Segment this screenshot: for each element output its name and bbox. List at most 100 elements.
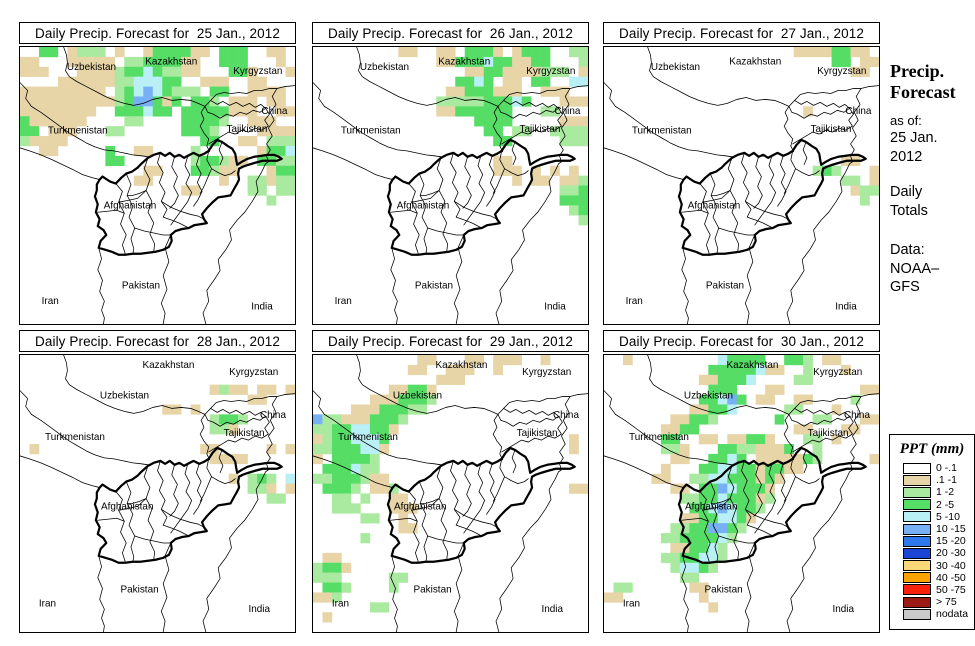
country-label-turkmenistan: Turkmenistan — [341, 125, 401, 136]
legend-label: 0 -.1 — [936, 462, 958, 475]
forecast-panel-4: Daily Precip. Forecast for 28 Jan., 2012… — [19, 330, 296, 635]
afghanistan-border — [93, 138, 283, 256]
country-label-iran: Iran — [42, 296, 59, 307]
precip-cells-layer — [398, 47, 588, 226]
country-label-china: China — [553, 410, 579, 421]
panel-title: Daily Precip. Forecast for 25 Jan., 2012 — [19, 22, 296, 44]
country-label-kyrgyzstan: Kyrgyzstan — [526, 66, 575, 77]
country-label-uzbekistan: Uzbekistan — [67, 62, 116, 73]
legend-swatch — [903, 535, 931, 547]
sidebar-totals-line1: Daily — [890, 184, 923, 200]
legend-swatch — [903, 584, 931, 596]
country-label-kyrgyzstan: Kyrgyzstan — [813, 367, 862, 378]
forecast-map-canvas: Kazakhstan Kyrgyzstan Uzbekistan China Turkm… — [604, 355, 879, 632]
country-label-tajikistan: Tajikistan — [226, 124, 267, 135]
sidebar-caption: Precip. Forecast as of: 25 Jan. 2012 Dai… — [890, 61, 974, 297]
country-borders — [20, 47, 295, 324]
legend-label: 10 -15 — [936, 523, 966, 536]
country-label-iran: Iran — [335, 296, 352, 307]
country-label-pakistan: Pakistan — [122, 281, 160, 292]
country-label-kyrgyzstan: Kyrgyzstan — [522, 367, 571, 378]
sidebar-date-line2: 2012 — [890, 148, 923, 165]
legend: PPT (mm) 0 -.1.1 -1 1 -2 2 -5 5 -10 10 -15 15… — [889, 434, 975, 630]
country-label-uzbekistan: Uzbekistan — [100, 390, 149, 401]
country-borders — [604, 47, 879, 324]
country-labels: Uzbekistan Kazakhstan Kyrgyzstan China Turkm… — [42, 56, 288, 312]
legend-label: .1 -1 — [936, 474, 958, 487]
legend-item-3: 2 -5 — [890, 499, 974, 511]
country-label-afghanistan: Afghanistan — [685, 501, 738, 512]
forecast-panel-2: Daily Precip. Forecast for 26 Jan., 2012… — [312, 22, 589, 327]
sidebar-asof-label: as of: — [890, 113, 922, 128]
afghanistan-border — [386, 138, 576, 256]
panel-title-text: Daily Precip. Forecast for 26 Jan., 2012 — [328, 25, 573, 41]
country-label-china: China — [554, 106, 580, 117]
legend-item-10: 50 -75 — [890, 584, 974, 596]
country-label-pakistan: Pakistan — [706, 281, 744, 292]
legend-swatch — [903, 560, 931, 572]
country-label-afghanistan: Afghanistan — [101, 501, 154, 512]
country-label-turkmenistan: Turkmenistan — [629, 432, 689, 443]
country-label-afghanistan: Afghanistan — [397, 200, 450, 211]
country-label-india: India — [541, 604, 563, 615]
country-label-iran: Iran — [623, 598, 640, 609]
country-label-kazakhstan: Kazakhstan — [145, 56, 197, 67]
country-label-tajikistan: Tajikistan — [517, 428, 558, 439]
legend-swatch — [903, 596, 931, 608]
country-borders — [313, 47, 588, 324]
sidebar-title-line2: Forecast — [890, 82, 956, 102]
legend-title: PPT (mm) — [899, 441, 965, 457]
forecast-map-canvas: Uzbekistan Kazakhstan Kyrgyzstan China Turkm… — [20, 47, 295, 324]
afghanistan-border — [386, 446, 576, 564]
legend-label: nodata — [936, 608, 969, 621]
panel-title: Daily Precip. Forecast for 30 Jan., 2012 — [603, 330, 880, 352]
country-label-kazakhstan: Kazakhstan — [729, 56, 781, 67]
panel-title-text: Daily Precip. Forecast for 29 Jan., 2012 — [328, 333, 573, 349]
panel-title: Daily Precip. Forecast for 27 Jan., 2012 — [603, 22, 880, 44]
precip-cells-layer — [604, 355, 879, 613]
country-label-afghanistan: Afghanistan — [688, 200, 741, 211]
panel-title: Daily Precip. Forecast for 28 Jan., 2012 — [19, 330, 296, 352]
forecast-map: Uzbekistan Kazakhstan Kyrgyzstan China Turkm… — [603, 46, 880, 325]
panel-title: Daily Precip. Forecast for 26 Jan., 2012 — [312, 22, 589, 44]
forecast-panel-5: Daily Precip. Forecast for 29 Jan., 2012… — [312, 330, 589, 635]
forecast-map: Kazakhstan Kyrgyzstan Uzbekistan China Turkm… — [312, 354, 589, 633]
country-labels: Kazakhstan Kyrgyzstan Uzbekistan China Turkm… — [39, 360, 286, 615]
legend-item-8: 30 -40 — [890, 560, 974, 572]
legend-swatch — [903, 523, 931, 535]
country-label-pakistan: Pakistan — [121, 584, 159, 595]
country-label-pakistan: Pakistan — [705, 584, 743, 595]
sidebar-data-line2: GFS — [890, 279, 920, 295]
country-label-pakistan: Pakistan — [414, 584, 452, 595]
legend-label: 15 -20 — [936, 535, 966, 548]
country-borders — [20, 355, 295, 632]
legend-item-5: 10 -15 — [890, 523, 974, 535]
country-label-turkmenistan: Turkmenistan — [45, 432, 105, 443]
legend-item-11: > 75 — [890, 596, 974, 608]
country-label-turkmenistan: Turkmenistan — [48, 125, 108, 136]
forecast-map: Kazakhstan Kyrgyzstan Uzbekistan China Turkm… — [19, 354, 296, 633]
legend-swatch — [903, 608, 931, 620]
precip-cells-layer — [793, 47, 879, 206]
legend-swatch — [903, 511, 931, 523]
forecast-map: Uzbekistan Kazakhstan Kyrgyzstan China Turkm… — [312, 46, 589, 325]
country-label-kyrgyzstan: Kyrgyzstan — [817, 66, 866, 77]
country-label-tajikistan: Tajikistan — [519, 124, 560, 135]
country-label-tajikistan: Tajikistan — [224, 428, 265, 439]
country-label-india: India — [251, 301, 273, 312]
country-label-uzbekistan: Uzbekistan — [393, 390, 442, 401]
forecast-map: Uzbekistan Kazakhstan Kyrgyzstan China Turkm… — [19, 46, 296, 325]
legend-label: 5 -10 — [936, 510, 960, 523]
country-label-afghanistan: Afghanistan — [394, 501, 447, 512]
legend-swatch — [903, 462, 931, 474]
country-labels: Kazakhstan Kyrgyzstan Uzbekistan China Turkm… — [332, 360, 579, 615]
country-label-india: India — [248, 604, 270, 615]
sidebar-title: Precip. Forecast — [890, 61, 974, 103]
legend-swatch — [903, 499, 931, 511]
forecast-panel-1: Daily Precip. Forecast for 25 Jan., 2012… — [19, 22, 296, 327]
country-label-pakistan: Pakistan — [415, 281, 453, 292]
precip-cells-layer — [29, 384, 295, 504]
panel-title: Daily Precip. Forecast for 29 Jan., 2012 — [312, 330, 589, 352]
panel-title-text: Daily Precip. Forecast for 27 Jan., 2012 — [619, 25, 864, 41]
